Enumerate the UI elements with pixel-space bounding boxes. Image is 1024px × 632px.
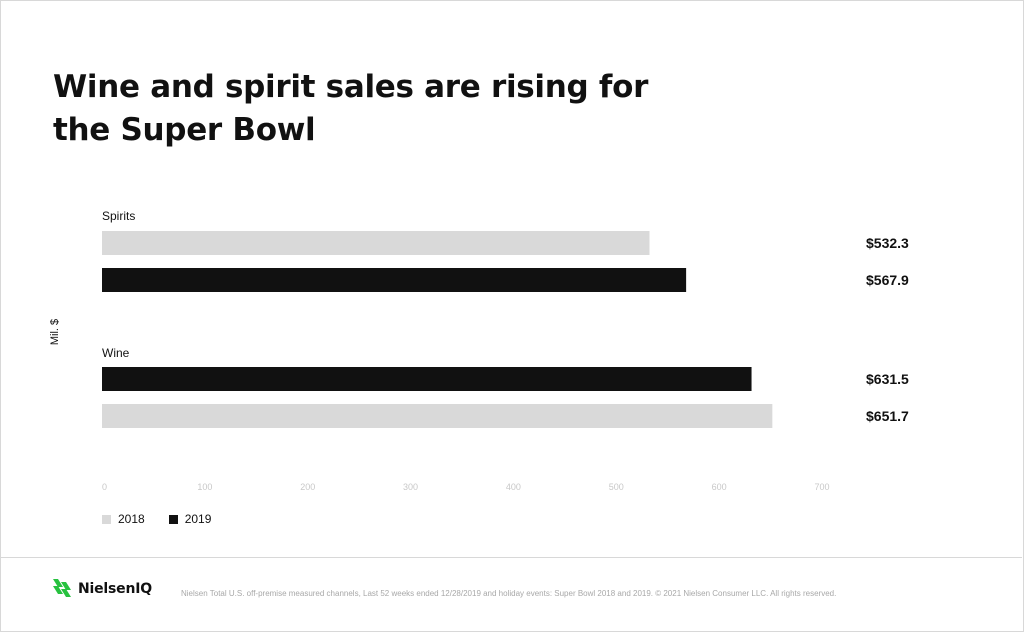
x-tick-label-200: 200 (300, 482, 315, 492)
data-label-spirits-2019: $567.9 (866, 272, 909, 288)
bar-wine-2019 (102, 367, 752, 391)
legend-label-2018: 2018 (118, 512, 145, 526)
data-label-wine-2018: $651.7 (866, 408, 909, 424)
footer-divider (0, 557, 1022, 558)
x-tick-label-400: 400 (506, 482, 521, 492)
nielseniq-logo-icon (53, 579, 71, 597)
x-tick-label-0: 0 (102, 482, 107, 492)
legend-swatch-2018 (102, 514, 111, 524)
bar-spirits-2019 (102, 268, 687, 292)
chart-title: Wine and spirit sales are rising for the… (53, 69, 649, 148)
legend-swatch-2019 (168, 514, 178, 524)
x-tick-label-300: 300 (403, 482, 418, 492)
legend-label-2019: 2019 (184, 512, 212, 526)
legend: 2018 2019 (102, 512, 235, 526)
data-label-spirits-2018: $532.3 (866, 235, 909, 251)
nielseniq-logo: NielsenIQ (52, 578, 152, 600)
logo-text: NielsenIQ (78, 581, 152, 597)
bar-wine-2018 (102, 404, 773, 428)
bar-spirits-2018 (102, 231, 650, 255)
data-label-wine-2019: $631.5 (866, 371, 909, 387)
x-tick-label-100: 100 (197, 482, 212, 492)
x-tick-label-500: 500 (609, 482, 624, 492)
category-label-spirits: Spirits (102, 209, 136, 223)
x-tick-label-700: 700 (814, 482, 829, 492)
legend-item-2019: 2019 (168, 512, 212, 526)
footnote: Nielsen Total U.S. off-premise measured … (181, 589, 837, 598)
legend-item-2018: 2018 (102, 512, 145, 526)
x-tick-label-600: 600 (712, 482, 727, 492)
category-label-wine: Wine (102, 346, 130, 360)
